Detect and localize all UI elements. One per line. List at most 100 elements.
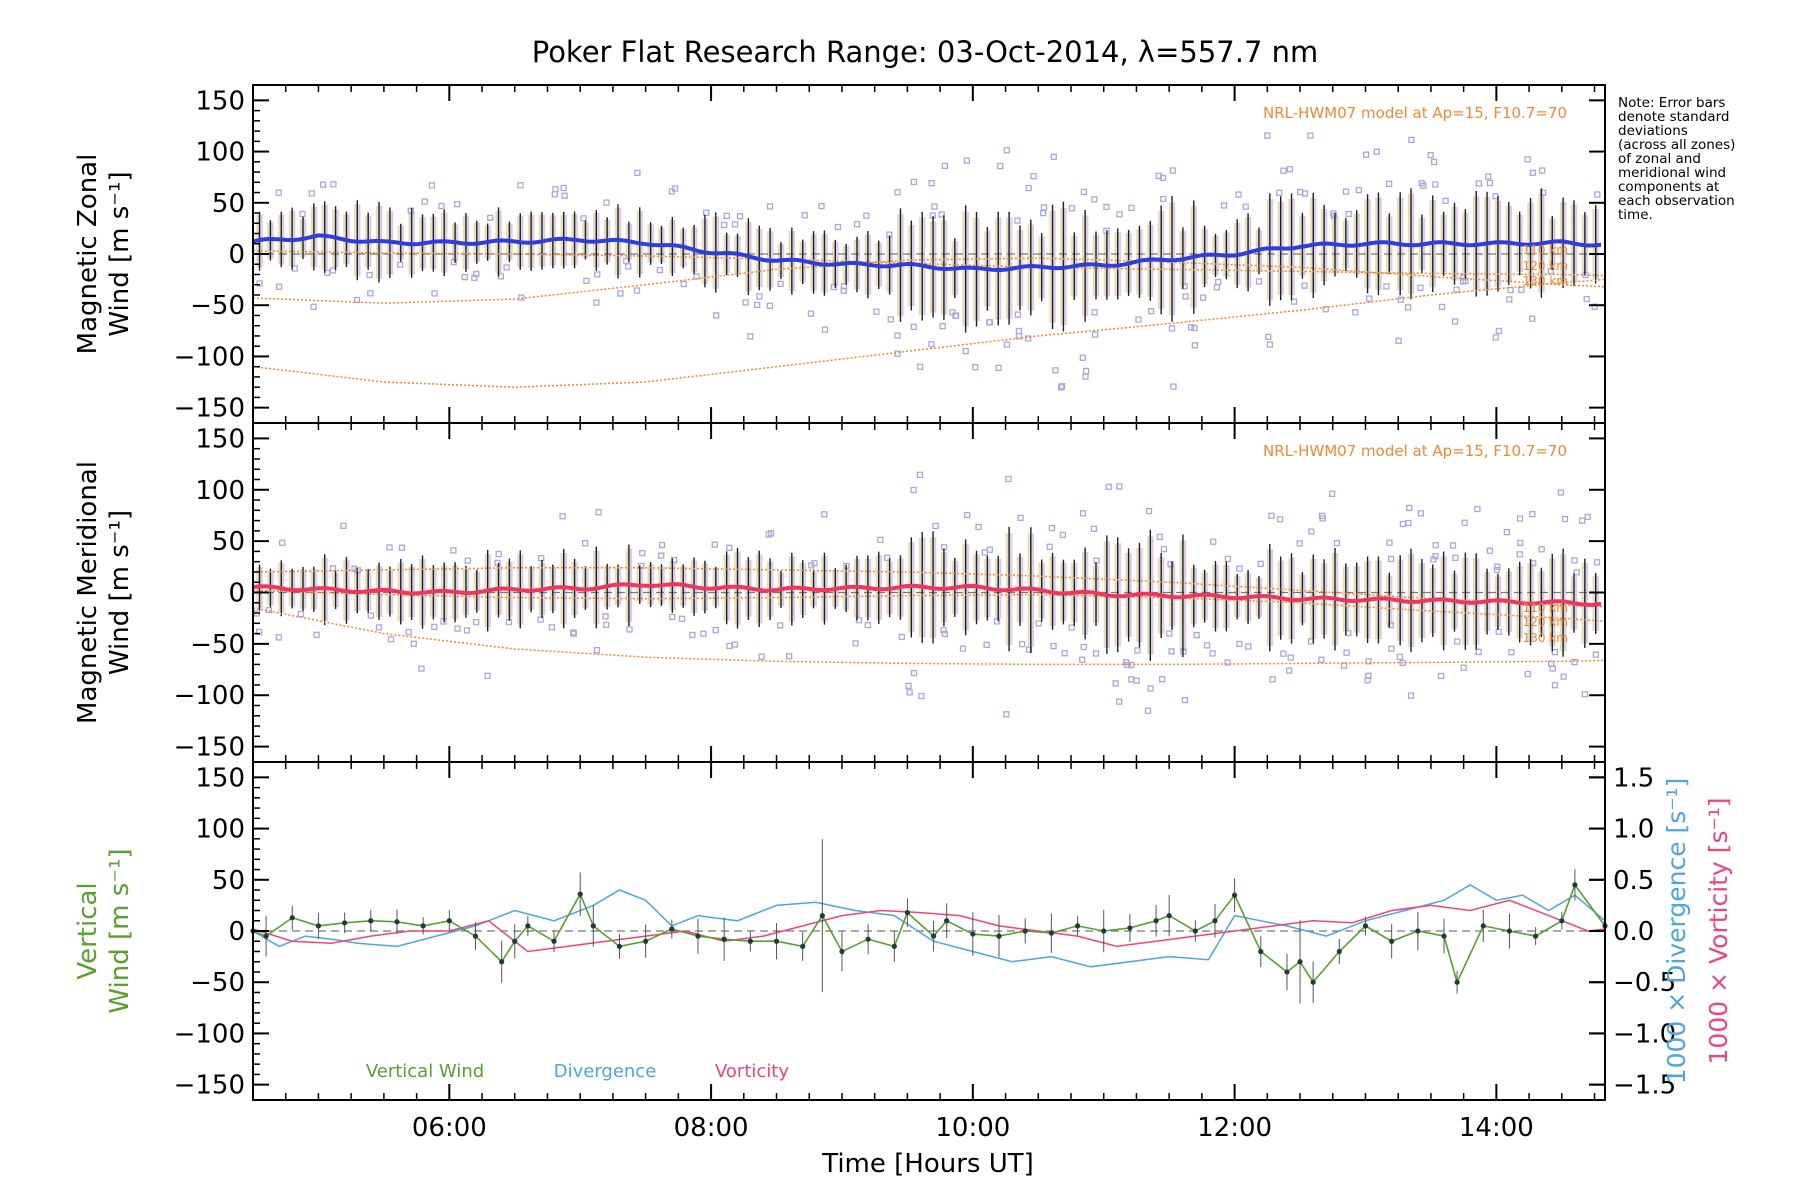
right-y-tick-label: 1.0	[1613, 815, 1654, 845]
scatter-point	[1493, 566, 1501, 574]
scatter-point	[997, 162, 1004, 170]
scatter-point	[1432, 553, 1439, 560]
scatter-point	[905, 682, 912, 690]
scatter-point	[1160, 195, 1167, 203]
vertical-wind-point	[1284, 969, 1290, 975]
note-line: Note: Error bars	[1618, 95, 1726, 111]
scatter-point	[1266, 341, 1274, 348]
scatter-point	[1017, 514, 1024, 522]
scatter-point	[1486, 179, 1494, 187]
scatter-point	[747, 333, 754, 340]
vertical-wind-point	[263, 933, 269, 939]
scatter-point	[1050, 153, 1057, 160]
vertical-wind-point	[669, 926, 675, 932]
scatter-point	[279, 539, 286, 546]
scatter-point	[1079, 354, 1087, 361]
scatter-point	[375, 624, 383, 631]
scatter-point	[906, 689, 913, 696]
scatter-point	[580, 215, 587, 222]
x-tick-label: 14:00	[1459, 1113, 1534, 1143]
y-tick-label: 0	[228, 917, 245, 947]
scatter-point	[1507, 286, 1514, 294]
scatter-point	[765, 531, 772, 538]
scatter-point	[1168, 325, 1176, 332]
scatter-point	[963, 157, 971, 164]
scatter-point	[1187, 324, 1195, 331]
vertical-wind-point	[1192, 928, 1198, 934]
note-line: deviations	[1618, 123, 1688, 139]
x-tick-label: 08:00	[674, 1113, 749, 1143]
scatter-point	[1082, 373, 1089, 380]
scatter-point	[1182, 293, 1189, 300]
scatter-point	[1330, 212, 1338, 219]
scatter-point	[821, 326, 829, 333]
y-axis-label: Wind [m s⁻¹]	[105, 848, 135, 1013]
model-label: NRL-HWM07 model at Ap=15, F10.7=70	[1263, 442, 1567, 460]
scatter-point	[1040, 209, 1047, 217]
vertical-wind-point	[512, 938, 518, 944]
vertical-wind-point	[1297, 959, 1303, 965]
scatter-point	[1503, 528, 1511, 536]
scatter-point	[863, 212, 870, 219]
vertical-wind-point	[499, 959, 505, 965]
vertical-wind-point	[904, 909, 911, 916]
vertical-wind-point	[1048, 930, 1054, 936]
scatter-point	[1147, 685, 1154, 692]
scatter-point	[1167, 561, 1174, 568]
scatter-point	[1396, 653, 1403, 660]
vertical-wind-point	[865, 936, 871, 942]
scatter-point	[910, 669, 918, 677]
scatter-point	[1220, 202, 1228, 209]
scatter-point	[1432, 542, 1439, 549]
vertical-wind-point	[1415, 928, 1421, 934]
scatter-point	[894, 189, 901, 196]
note-line: denote standard	[1618, 109, 1730, 125]
scatter-point	[1438, 303, 1446, 311]
scatter-point	[894, 350, 901, 357]
scatter-point	[1386, 539, 1393, 546]
scatter-point	[1560, 673, 1567, 680]
scatter-point	[1593, 559, 1601, 566]
scatter-point	[1385, 180, 1393, 188]
vertical-wind-point	[970, 931, 976, 937]
scatter-point	[299, 210, 306, 218]
x-tick-label: 12:00	[1197, 1113, 1272, 1143]
scatter-point	[1340, 662, 1348, 669]
scatter-point	[975, 523, 982, 531]
scatter-point	[1516, 515, 1524, 522]
scatter-point	[517, 182, 524, 189]
scatter-point	[731, 641, 739, 648]
scatter-point	[405, 628, 412, 636]
vertical-wind-point	[721, 936, 727, 942]
scatter-point	[1451, 318, 1459, 325]
vertical-wind-point	[1389, 938, 1395, 944]
scatter-point	[1191, 342, 1198, 349]
vorticity-line	[252, 899, 1606, 953]
vertical-wind-point	[643, 938, 649, 944]
note-line: of zonal and	[1618, 151, 1701, 167]
note-line: components at	[1618, 179, 1720, 195]
scatter-point	[484, 672, 491, 679]
scatter-point	[1068, 205, 1075, 212]
y-axis-label: Magnetic Zonal	[73, 154, 103, 355]
scatter-point	[711, 541, 718, 548]
scatter-point	[1454, 638, 1461, 645]
scatter-point	[1181, 283, 1188, 290]
vertical-wind-point	[930, 933, 937, 939]
scatter-point	[495, 550, 502, 558]
y-tick-label: 100	[195, 138, 245, 168]
scatter-point	[603, 199, 610, 206]
scatter-point	[1387, 555, 1395, 563]
scatter-point	[1116, 483, 1123, 490]
scatter-point	[473, 618, 480, 626]
scatter-point	[1215, 278, 1222, 286]
scatter-point	[396, 261, 404, 268]
scatter-point	[721, 221, 728, 229]
scatter-point	[1517, 539, 1524, 547]
y-tick-label: 50	[212, 527, 245, 557]
scatter-point	[703, 209, 710, 216]
scatter-point	[330, 181, 337, 188]
scatter-point	[1362, 151, 1370, 158]
scatter-point	[551, 191, 558, 198]
scatter-point	[1068, 624, 1075, 631]
